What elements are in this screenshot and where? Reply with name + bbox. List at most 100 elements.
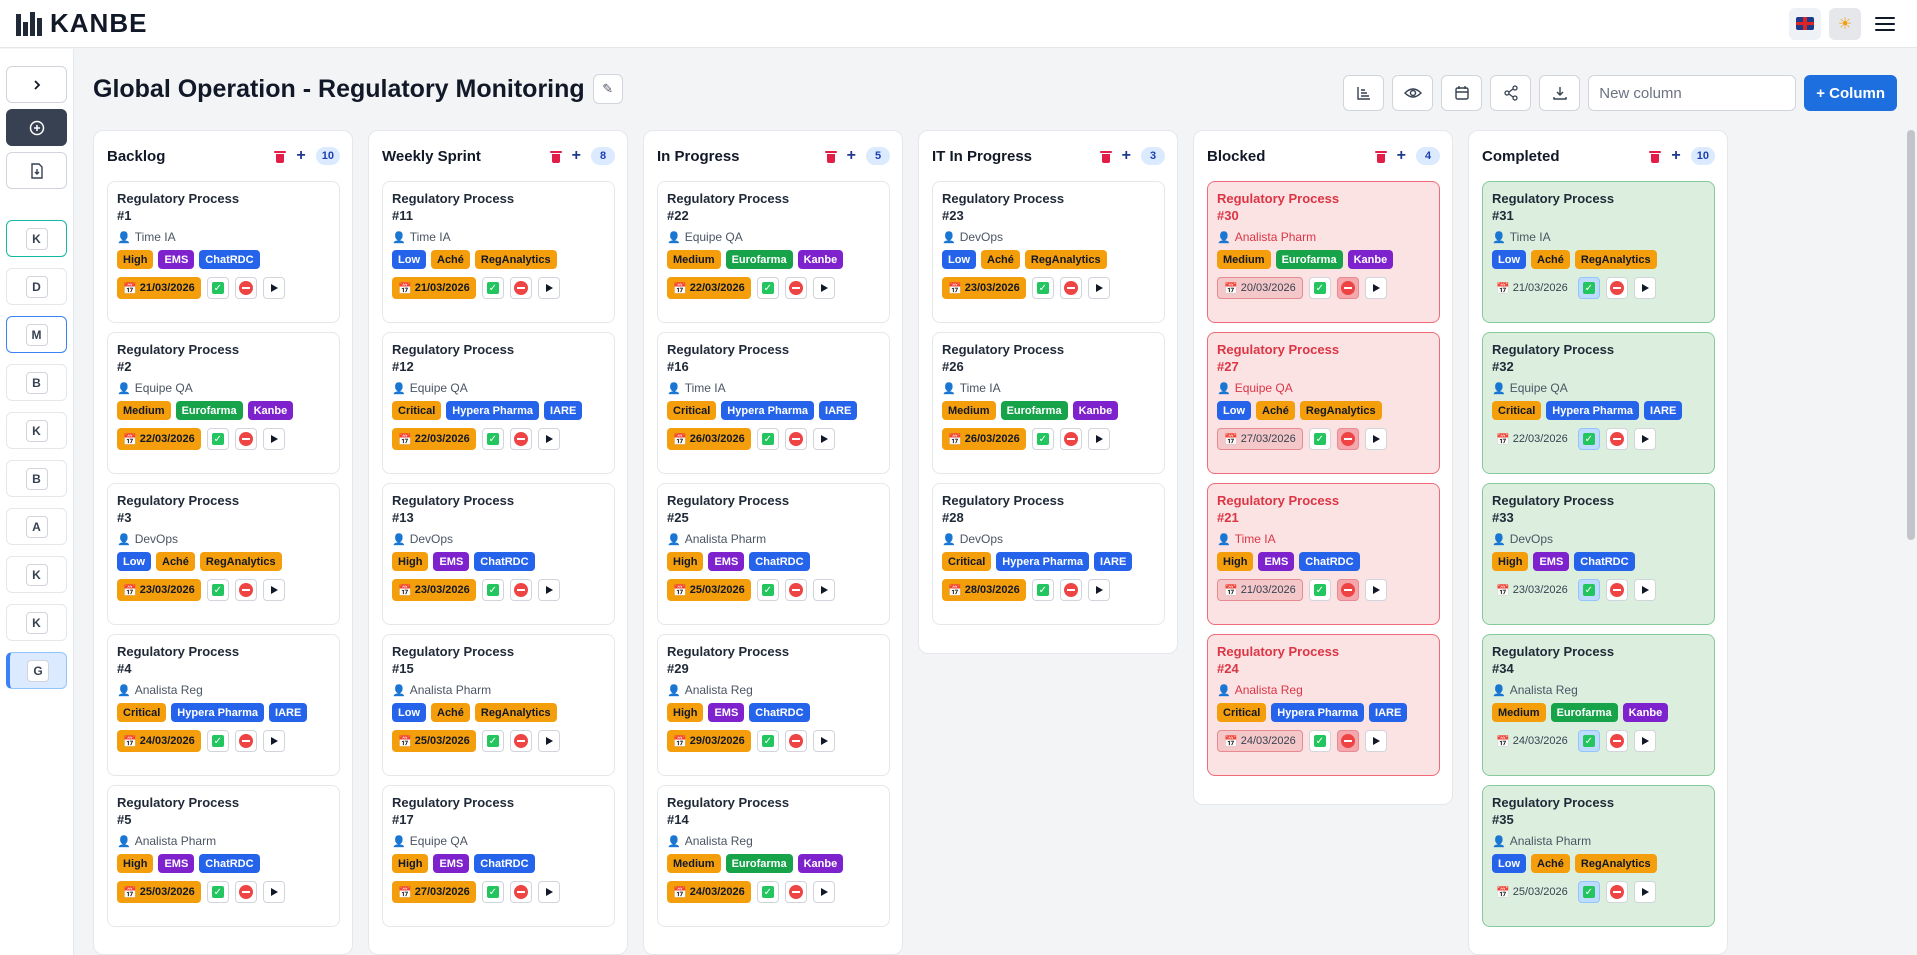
move-button[interactable] [537,881,560,903]
menu-button[interactable] [1869,8,1901,40]
due-date-badge[interactable]: 📅 23/03/2026 [392,579,476,601]
task-card[interactable]: Regulatory Process #4 👤 Analista Reg Critica… [107,634,340,776]
move-button[interactable] [262,730,285,752]
move-button[interactable] [812,277,835,299]
task-card[interactable]: Regulatory Process #27 👤 Equipe QA Low Aché Re… [1207,332,1440,474]
block-button[interactable] [1605,881,1628,903]
complete-button[interactable]: ✓ [1308,277,1331,299]
task-card[interactable]: Regulatory Process #31 👤 Time IA Low Aché RegA… [1482,181,1715,323]
complete-button[interactable]: ✓ [756,428,779,450]
due-date-badge[interactable]: 📅 21/03/2026 [1496,282,1568,295]
task-card[interactable]: Regulatory Process #32 👤 Equipe QA Critical H… [1482,332,1715,474]
task-card[interactable]: Regulatory Process #22 👤 Equipe QA Medium Eur… [657,181,890,323]
task-card[interactable]: Regulatory Process #3 👤 DevOps Low Aché RegAna… [107,483,340,625]
block-button[interactable] [1605,579,1628,601]
complete-button[interactable]: ✓ [1577,579,1600,601]
block-button[interactable] [784,428,807,450]
block-button[interactable] [784,579,807,601]
due-date-badge[interactable]: 📅 25/03/2026 [667,579,751,601]
move-button[interactable] [262,579,285,601]
complete-button[interactable]: ✓ [481,579,504,601]
block-button[interactable] [784,730,807,752]
task-card[interactable]: Regulatory Process #1 👤 Time IA High EMS ChatR… [107,181,340,323]
task-card[interactable]: Regulatory Process #30 👤 Analista Pharm Medi… [1207,181,1440,323]
delete-column-icon[interactable] [1649,150,1662,163]
due-date-badge[interactable]: 📅 24/03/2026 [1217,730,1303,752]
complete-button[interactable]: ✓ [1308,730,1331,752]
due-date-badge[interactable]: 📅 28/03/2026 [942,579,1026,601]
complete-button[interactable]: ✓ [206,277,229,299]
due-date-badge[interactable]: 📅 25/03/2026 [1496,886,1568,899]
complete-button[interactable]: ✓ [756,579,779,601]
add-card-icon[interactable]: + [296,147,306,164]
task-card[interactable]: Regulatory Process #16 👤 Time IA Critical Hyp… [657,332,890,474]
rail-board-6[interactable]: A [6,508,67,545]
due-date-badge[interactable]: 📅 21/03/2026 [1217,579,1303,601]
due-date-badge[interactable]: 📅 22/03/2026 [392,428,476,450]
language-button[interactable] [1789,7,1821,40]
expand-sidebar-button[interactable] [6,66,67,103]
add-card-icon[interactable]: + [846,147,856,164]
due-date-badge[interactable]: 📅 23/03/2026 [1496,584,1568,597]
move-button[interactable] [262,277,285,299]
task-card[interactable]: Regulatory Process #23 👤 DevOps Low Aché RegAn… [932,181,1165,323]
task-card[interactable]: Regulatory Process #28 👤 DevOps Critical Hype… [932,483,1165,625]
block-button[interactable] [1336,579,1359,601]
block-button[interactable] [784,277,807,299]
complete-button[interactable]: ✓ [1031,579,1054,601]
due-date-badge[interactable]: 📅 24/03/2026 [1496,735,1568,748]
block-button[interactable] [1605,277,1628,299]
complete-button[interactable]: ✓ [756,881,779,903]
due-date-badge[interactable]: 📅 25/03/2026 [392,730,476,752]
due-date-badge[interactable]: 📅 23/03/2026 [942,277,1026,299]
move-button[interactable] [1633,730,1656,752]
block-button[interactable] [1336,428,1359,450]
rail-board-0[interactable]: K [6,220,67,257]
task-card[interactable]: Regulatory Process #35 👤 Analista Pharm Low A… [1482,785,1715,927]
complete-button[interactable]: ✓ [206,428,229,450]
complete-button[interactable]: ✓ [1308,428,1331,450]
new-board-button[interactable] [6,109,67,146]
move-button[interactable] [537,428,560,450]
due-date-badge[interactable]: 📅 25/03/2026 [117,881,201,903]
block-button[interactable] [1059,277,1082,299]
move-button[interactable] [812,579,835,601]
task-card[interactable]: Regulatory Process #34 👤 Analista Reg Medium… [1482,634,1715,776]
complete-button[interactable]: ✓ [1577,730,1600,752]
due-date-badge[interactable]: 📅 26/03/2026 [942,428,1026,450]
move-button[interactable] [262,881,285,903]
share-button[interactable] [1490,75,1532,111]
task-card[interactable]: Regulatory Process #11 👤 Time IA Low Aché RegA… [382,181,615,323]
due-date-badge[interactable]: 📅 22/03/2026 [1496,433,1568,446]
complete-button[interactable]: ✓ [1577,881,1600,903]
block-button[interactable] [1059,579,1082,601]
due-date-badge[interactable]: 📅 21/03/2026 [392,277,476,299]
due-date-badge[interactable]: 📅 22/03/2026 [667,277,751,299]
block-button[interactable] [509,428,532,450]
complete-button[interactable]: ✓ [1577,428,1600,450]
task-card[interactable]: Regulatory Process #24 👤 Analista Reg Critic… [1207,634,1440,776]
rail-board-4[interactable]: K [6,412,67,449]
complete-button[interactable]: ✓ [481,428,504,450]
move-button[interactable] [537,579,560,601]
block-button[interactable] [509,730,532,752]
add-column-button[interactable]: + Column [1804,75,1897,111]
block-button[interactable] [234,579,257,601]
move-button[interactable] [1633,428,1656,450]
task-card[interactable]: Regulatory Process #12 👤 Equipe QA Critical H… [382,332,615,474]
task-card[interactable]: Regulatory Process #17 👤 Equipe QA High EMS Ch… [382,785,615,927]
complete-button[interactable]: ✓ [481,277,504,299]
block-button[interactable] [234,277,257,299]
block-button[interactable] [234,730,257,752]
complete-button[interactable]: ✓ [206,579,229,601]
task-card[interactable]: Regulatory Process #14 👤 Analista Reg Medium… [657,785,890,927]
task-card[interactable]: Regulatory Process #26 👤 Time IA Medium Eurof… [932,332,1165,474]
task-card[interactable]: Regulatory Process #29 👤 Analista Reg High EM… [657,634,890,776]
sort-button[interactable] [1343,75,1385,111]
complete-button[interactable]: ✓ [1308,579,1331,601]
move-button[interactable] [1633,579,1656,601]
due-date-badge[interactable]: 📅 22/03/2026 [117,428,201,450]
move-button[interactable] [1087,277,1110,299]
block-button[interactable] [1336,277,1359,299]
add-card-icon[interactable]: + [1396,147,1406,164]
